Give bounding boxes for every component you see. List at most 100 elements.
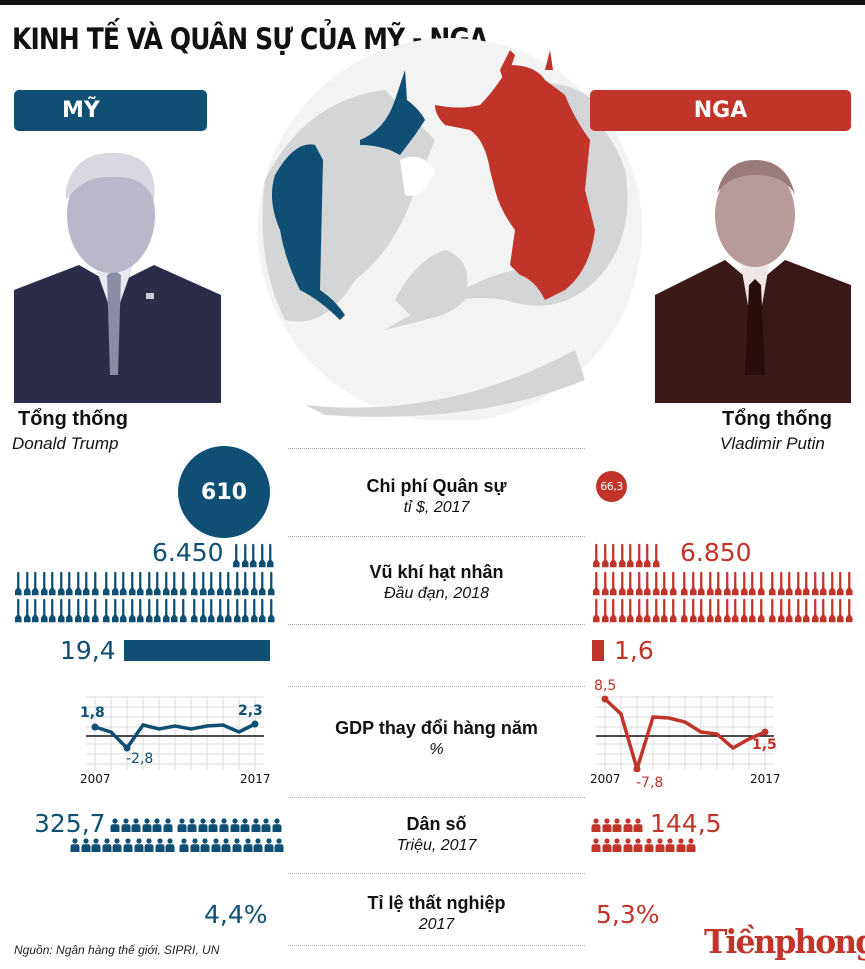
tienphong-logo: Tiềnphong	[704, 922, 865, 961]
missile-icon	[828, 571, 836, 596]
person-icon	[211, 838, 221, 852]
person-icon	[112, 838, 122, 852]
missile-icon	[723, 571, 731, 596]
missile-icon	[241, 598, 249, 623]
missile-icon	[748, 598, 756, 623]
missile-icon	[748, 571, 756, 596]
metric-nuclear-weapons: Vũ khí hạt nhân Đầu đạn, 2018	[288, 562, 585, 603]
russia-leader-title: Tổng thống	[722, 408, 832, 430]
russia-missile-row	[592, 597, 856, 624]
missile-icon	[65, 571, 73, 596]
russia-leader-name: Vladimir Putin	[720, 434, 825, 453]
person-icon	[81, 838, 91, 852]
missile-icon	[233, 598, 241, 623]
missile-icon	[626, 598, 634, 623]
icon-group	[190, 570, 275, 597]
person-icon	[602, 838, 612, 852]
person-icon	[91, 838, 101, 852]
person-icon	[200, 838, 210, 852]
person-icon	[665, 838, 675, 852]
missile-icon	[794, 571, 802, 596]
missile-icon	[170, 598, 178, 623]
us-missile-row	[14, 570, 278, 597]
metric-sublabel: Triệu, 2017	[396, 837, 477, 854]
missile-icon	[190, 598, 198, 623]
icon-group	[102, 570, 187, 597]
us-unemployment-value: 4,4%	[204, 900, 268, 929]
missile-icon	[811, 598, 819, 623]
missile-icon	[31, 571, 39, 596]
missile-icon	[74, 571, 82, 596]
missile-icon	[819, 598, 827, 623]
russia-military-spending-value: 66,3	[600, 480, 623, 493]
missile-icon	[689, 598, 697, 623]
missile-icon	[14, 598, 22, 623]
missile-icon	[836, 571, 844, 596]
missile-icon	[216, 571, 224, 596]
russia-gdp-end-label: 1,5	[752, 737, 777, 753]
person-icon	[102, 838, 112, 852]
us-missile-row	[14, 597, 278, 624]
missile-icon	[48, 598, 56, 623]
missile-icon	[153, 571, 161, 596]
person-icon	[123, 838, 133, 852]
missile-icon	[128, 571, 136, 596]
missile-icon	[643, 543, 651, 568]
russia-gdp-min-label: -7,8	[636, 775, 664, 791]
us-missile-row	[232, 542, 278, 569]
missile-icon	[811, 571, 819, 596]
missile-icon	[48, 571, 56, 596]
globe-map	[258, 38, 642, 420]
us-military-spending-value: 610	[201, 479, 247, 505]
person-icon	[177, 818, 187, 832]
missile-icon	[652, 543, 660, 568]
missile-icon	[836, 598, 844, 623]
missile-icon	[592, 598, 600, 623]
top-border	[0, 0, 865, 5]
missile-icon	[65, 598, 73, 623]
missile-icon	[706, 598, 714, 623]
missile-icon	[224, 571, 232, 596]
missile-icon	[136, 598, 144, 623]
missile-icon	[258, 571, 266, 596]
missile-icon	[267, 598, 275, 623]
icon-group	[70, 838, 176, 852]
russia-badge: NGA	[590, 90, 851, 131]
missile-icon	[31, 598, 39, 623]
missile-icon	[14, 571, 22, 596]
person-icon	[179, 838, 189, 852]
missile-icon	[635, 598, 643, 623]
divider	[288, 797, 585, 798]
person-icon	[591, 838, 601, 852]
icon-group	[14, 597, 99, 624]
icon-group	[591, 838, 697, 852]
missile-icon	[145, 598, 153, 623]
missile-icon	[145, 571, 153, 596]
us-leader-name: Donald Trump	[12, 434, 119, 453]
missile-icon	[216, 598, 224, 623]
missile-icon	[40, 571, 48, 596]
missile-icon	[162, 598, 170, 623]
icon-group	[680, 597, 765, 624]
missile-icon	[731, 571, 739, 596]
missile-icon	[82, 571, 90, 596]
missile-icon	[768, 571, 776, 596]
missile-icon	[258, 598, 266, 623]
missile-icon	[609, 543, 617, 568]
missile-icon	[652, 598, 660, 623]
missile-icon	[111, 598, 119, 623]
trump-portrait	[14, 152, 221, 403]
divider	[288, 945, 585, 946]
missile-icon	[706, 571, 714, 596]
us-gdp-chart	[86, 696, 264, 770]
icon-group	[592, 597, 677, 624]
missile-icon	[819, 571, 827, 596]
person-icon	[602, 818, 612, 832]
missile-icon	[794, 598, 802, 623]
icon-group	[179, 838, 285, 852]
us-gdp-year-start: 2007	[80, 772, 111, 786]
missile-icon	[618, 571, 626, 596]
icon-group	[177, 818, 283, 832]
metric-label: Chi phí Quân sự	[366, 476, 507, 496]
us-person-row	[70, 838, 288, 852]
